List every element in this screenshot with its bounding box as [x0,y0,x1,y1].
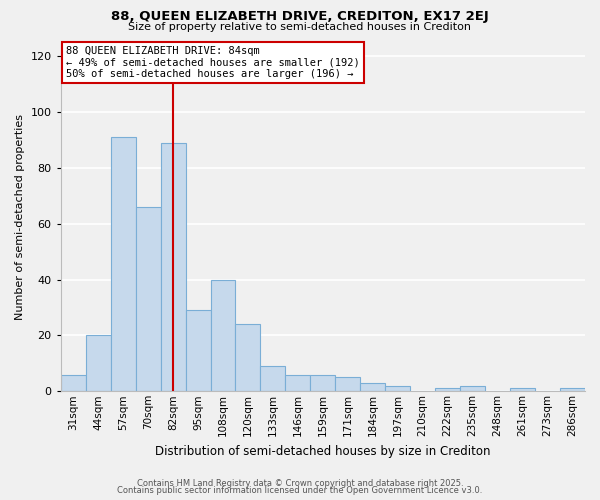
Bar [361,383,385,392]
Bar [161,143,185,392]
X-axis label: Distribution of semi-detached houses by size in Crediton: Distribution of semi-detached houses by … [155,444,491,458]
Bar [435,388,460,392]
Bar [61,374,86,392]
Bar [560,388,585,392]
Bar [185,310,211,392]
Text: 88 QUEEN ELIZABETH DRIVE: 84sqm
← 49% of semi-detached houses are smaller (192)
: 88 QUEEN ELIZABETH DRIVE: 84sqm ← 49% of… [66,46,360,79]
Bar [460,386,485,392]
Bar [235,324,260,392]
Bar [110,138,136,392]
Bar [211,280,235,392]
Bar [335,378,361,392]
Bar [136,207,161,392]
Y-axis label: Number of semi-detached properties: Number of semi-detached properties [15,114,25,320]
Text: Contains HM Land Registry data © Crown copyright and database right 2025.: Contains HM Land Registry data © Crown c… [137,478,463,488]
Bar [510,388,535,392]
Bar [86,336,110,392]
Text: 88, QUEEN ELIZABETH DRIVE, CREDITON, EX17 2EJ: 88, QUEEN ELIZABETH DRIVE, CREDITON, EX1… [111,10,489,23]
Bar [260,366,286,392]
Text: Contains public sector information licensed under the Open Government Licence v3: Contains public sector information licen… [118,486,482,495]
Bar [310,374,335,392]
Bar [286,374,310,392]
Bar [385,386,410,392]
Text: Size of property relative to semi-detached houses in Crediton: Size of property relative to semi-detach… [128,22,472,32]
